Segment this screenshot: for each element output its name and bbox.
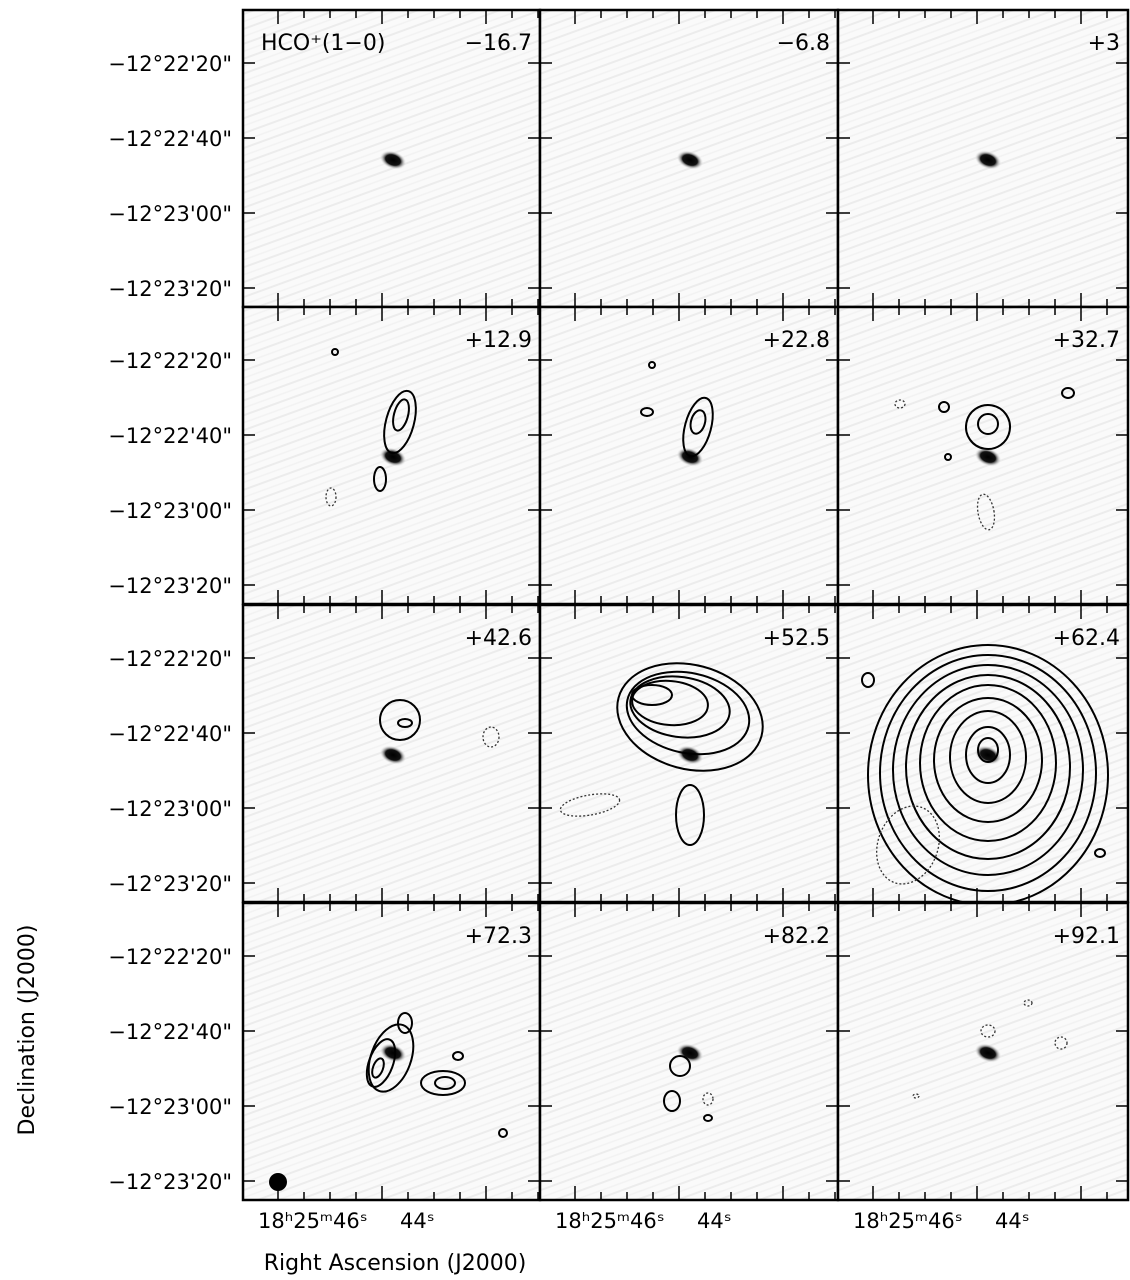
panel: +22.8 — [540, 307, 838, 604]
panel: +52.5 — [540, 605, 838, 902]
beam — [269, 1173, 287, 1191]
panel: −6.8 — [540, 10, 838, 307]
y-tick-label: −12°23'00" — [108, 1095, 232, 1119]
y-tick-label: −12°22'40" — [108, 127, 232, 151]
y-tick-label: −12°23'20" — [108, 872, 232, 896]
y-tick-label: −12°22'20" — [108, 52, 232, 76]
velocity-label: −6.8 — [777, 31, 830, 56]
panel: +82.2 — [540, 903, 838, 1200]
panel: +72.3 — [243, 903, 540, 1200]
x-tick-label: 44ˢ — [995, 1209, 1030, 1233]
panel: +32.7 — [838, 307, 1128, 604]
x-axis-title: Right Ascension (J2000) — [264, 1251, 527, 1276]
line-label: HCO⁺(1−0) — [261, 31, 385, 56]
panel: +92.1 — [838, 903, 1128, 1200]
panel: +3 — [838, 10, 1128, 307]
velocity-label: +3 — [1088, 31, 1120, 56]
panel: +12.9 — [243, 307, 540, 604]
y-tick-label: −12°22'40" — [108, 1020, 232, 1044]
velocity-label: +32.7 — [1053, 328, 1120, 353]
x-tick-label: 18ʰ25ᵐ46ˢ — [258, 1209, 368, 1233]
velocity-label: +42.6 — [465, 626, 532, 651]
y-tick-label: −12°23'20" — [108, 1170, 232, 1194]
y-tick-label: −12°22'20" — [108, 647, 232, 671]
velocity-label: +72.3 — [465, 924, 532, 949]
x-tick-label: 44ˢ — [697, 1209, 732, 1233]
y-tick-label: −12°22'40" — [108, 722, 232, 746]
x-tick-label: 18ʰ25ᵐ46ˢ — [555, 1209, 665, 1233]
panel: +42.6 — [243, 605, 540, 902]
channel-map-figure: Right Ascension (J2000) Declination (J20… — [0, 0, 1130, 1280]
velocity-label: +12.9 — [465, 328, 532, 353]
velocity-label: +62.4 — [1053, 626, 1120, 651]
panel: −16.7 HCO⁺(1−0) — [243, 10, 540, 307]
y-tick-label: −12°23'00" — [108, 797, 232, 821]
y-axis-title: Declination (J2000) — [15, 925, 40, 1136]
page: {"figure": { "line_label": "HCO⁺(1−0)", … — [0, 0, 1130, 1280]
y-tick-label: −12°22'20" — [108, 945, 232, 969]
velocity-label: −16.7 — [465, 31, 532, 56]
y-tick-label: −12°22'40" — [108, 424, 232, 448]
y-tick-label: −12°23'20" — [108, 574, 232, 598]
velocity-label: +82.2 — [763, 924, 830, 949]
x-tick-label: 18ʰ25ᵐ46ˢ — [853, 1209, 963, 1233]
y-tick-label: −12°22'20" — [108, 349, 232, 373]
y-tick-label: −12°23'00" — [108, 499, 232, 523]
velocity-label: +22.8 — [763, 328, 830, 353]
x-tick-label: 44ˢ — [400, 1209, 435, 1233]
y-tick-label: −12°23'20" — [108, 277, 232, 301]
y-tick-label: −12°23'00" — [108, 202, 232, 226]
velocity-label: +52.5 — [763, 626, 830, 651]
velocity-label: +92.1 — [1053, 924, 1120, 949]
panel: +62.4 — [838, 605, 1128, 905]
